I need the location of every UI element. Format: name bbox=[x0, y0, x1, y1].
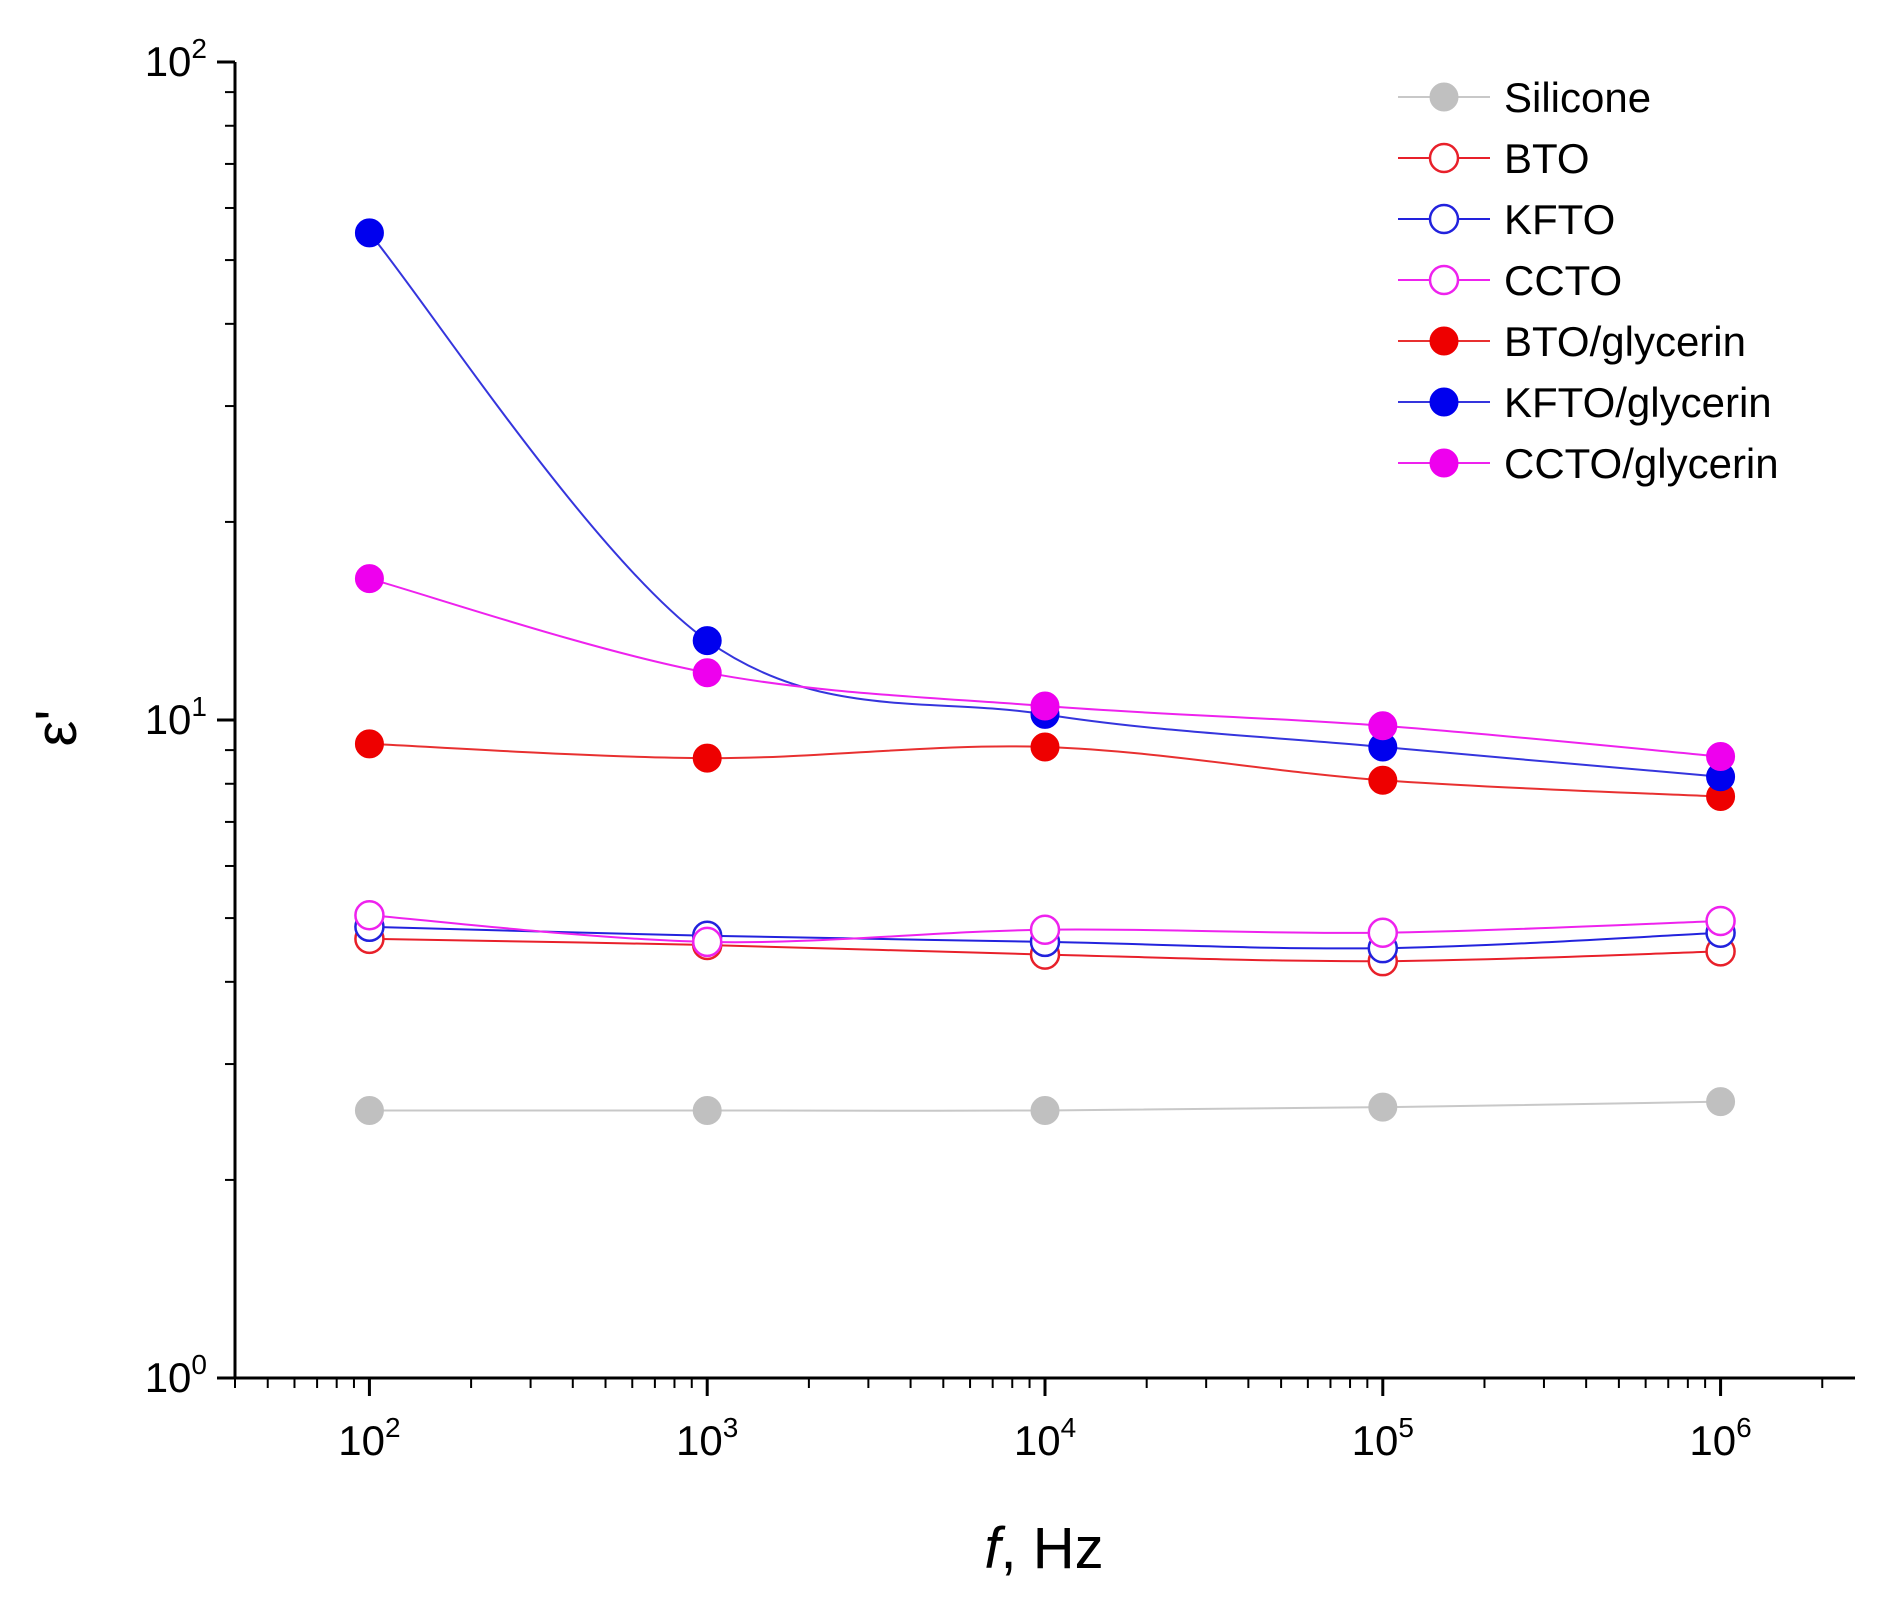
legend-item: BTO/glycerin bbox=[1398, 318, 1746, 365]
data-point bbox=[354, 899, 385, 931]
x-tick-label: 102 bbox=[338, 1412, 400, 1464]
series-layer bbox=[354, 218, 1736, 1125]
y-axis-label: ε' bbox=[24, 710, 89, 747]
axes: 102 103 104 105 106 100 101 102 bbox=[145, 33, 1855, 1464]
legend-item: CCTO/glycerin bbox=[1398, 440, 1779, 487]
data-point bbox=[354, 564, 384, 594]
legend-item: BTO bbox=[1398, 135, 1590, 182]
legend-marker bbox=[1428, 203, 1460, 235]
series-line bbox=[368, 232, 1721, 778]
legend-marker bbox=[1429, 326, 1459, 356]
data-point bbox=[354, 218, 384, 248]
data-point bbox=[1030, 1095, 1060, 1125]
axis-labels: f, Hz ε' bbox=[24, 710, 1104, 1581]
data-point bbox=[1029, 914, 1061, 945]
data-point bbox=[1030, 691, 1060, 721]
x-tick-label: 106 bbox=[1689, 1412, 1751, 1464]
x-tick-label: 103 bbox=[676, 1412, 738, 1464]
legend-marker bbox=[1428, 264, 1460, 296]
data-point bbox=[1030, 732, 1060, 762]
legend-marker bbox=[1429, 387, 1459, 417]
legend-item: Silicone bbox=[1398, 74, 1651, 121]
x-tick-label: 104 bbox=[1014, 1412, 1076, 1464]
data-point bbox=[354, 729, 384, 759]
data-point bbox=[1706, 742, 1736, 772]
data-point bbox=[1705, 905, 1736, 937]
legend-label: Silicone bbox=[1504, 74, 1651, 121]
series-line bbox=[369, 577, 1721, 758]
legend-label: KFTO/glycerin bbox=[1504, 379, 1772, 426]
legend-item: KFTO/glycerin bbox=[1398, 379, 1772, 426]
legend-label: BTO/glycerin bbox=[1504, 318, 1746, 365]
data-point bbox=[1706, 1087, 1736, 1117]
data-point bbox=[691, 926, 723, 958]
data-point bbox=[692, 743, 722, 773]
data-point bbox=[1367, 917, 1399, 948]
y-tick-label: 101 bbox=[145, 691, 207, 743]
series-4 bbox=[354, 729, 1736, 812]
data-point bbox=[1368, 1092, 1398, 1122]
legend-marker bbox=[1428, 142, 1460, 174]
data-point bbox=[692, 658, 722, 688]
x-axis-unit: , Hz bbox=[1001, 1516, 1104, 1581]
x-axis-label: f, Hz bbox=[984, 1516, 1103, 1581]
data-point bbox=[1368, 711, 1398, 741]
legend-marker bbox=[1429, 448, 1459, 478]
data-point bbox=[692, 626, 722, 656]
legend-marker bbox=[1429, 82, 1459, 112]
legend: Silicone BTO KFTO CCTO BTO/glycerin KFTO/glyc… bbox=[1398, 74, 1779, 487]
legend-label: CCTO/glycerin bbox=[1504, 440, 1779, 487]
series-6 bbox=[354, 564, 1736, 772]
data-point bbox=[692, 1095, 722, 1125]
legend-label: KFTO bbox=[1504, 196, 1615, 243]
y-tick-label: 100 bbox=[145, 1349, 207, 1401]
series-3 bbox=[354, 899, 1736, 958]
legend-label: CCTO bbox=[1504, 257, 1622, 304]
data-point bbox=[354, 1095, 384, 1125]
legend-item: KFTO bbox=[1398, 196, 1615, 243]
series-0 bbox=[354, 1087, 1736, 1125]
legend-item: CCTO bbox=[1398, 257, 1622, 304]
data-point bbox=[1368, 765, 1398, 795]
x-tick-label: 105 bbox=[1352, 1412, 1414, 1464]
y-tick-label: 102 bbox=[145, 33, 207, 85]
legend-label: BTO bbox=[1504, 135, 1590, 182]
